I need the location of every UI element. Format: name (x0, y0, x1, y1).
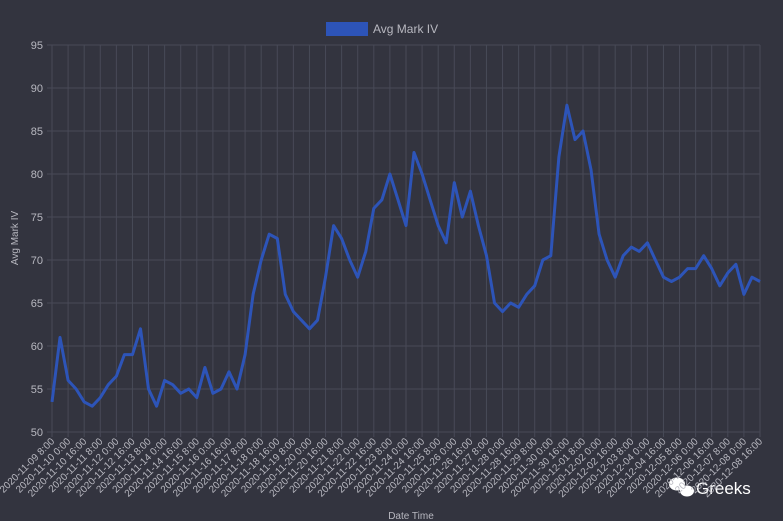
y-tick-label: 50 (31, 427, 43, 439)
y-tick-label: 65 (31, 298, 43, 310)
y-tick-label: 95 (31, 40, 43, 52)
y-tick-label: 80 (31, 169, 43, 181)
y-tick-label: 55 (31, 384, 43, 396)
y-tick-label: 75 (31, 212, 43, 224)
legend-swatch (326, 22, 368, 36)
legend-label: Avg Mark IV (373, 22, 438, 36)
y-tick-label: 85 (31, 126, 43, 138)
watermark-icon (669, 477, 694, 497)
y-tick-label: 60 (31, 341, 43, 353)
x-axis-label: Date Time (388, 511, 434, 521)
y-tick-label: 70 (31, 255, 43, 267)
y-tick-label: 90 (31, 83, 43, 95)
data-line (50, 103, 761, 408)
y-axis-label: Avg Mark IV (10, 211, 21, 266)
watermark: Greeks (696, 479, 751, 498)
